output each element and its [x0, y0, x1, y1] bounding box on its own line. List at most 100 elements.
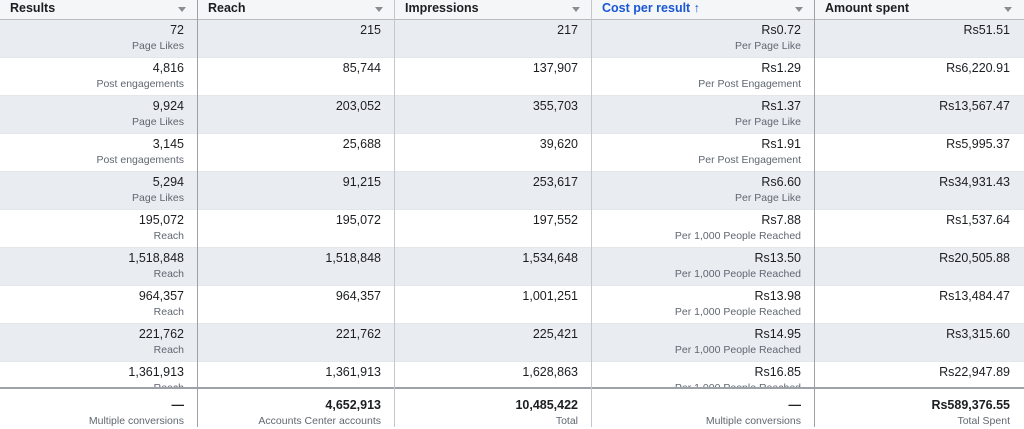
table-row-cell: Rs13.50 Per 1,000 People Reached — [592, 248, 815, 286]
header-impressions[interactable]: Impressions — [395, 0, 592, 20]
cost-subtitle: Per 1,000 People Reached — [674, 230, 801, 242]
cost-value: Rs1.91 — [761, 137, 801, 151]
header-results[interactable]: Results — [0, 0, 198, 20]
results-value: 1,518,848 — [128, 251, 184, 265]
results-subtitle: Post engagements — [96, 154, 184, 166]
results-subtitle: Reach — [153, 230, 184, 242]
table-row-cell: 1,001,251 — [395, 286, 592, 324]
table-row-cell: 4,816 Post engagements — [0, 58, 198, 96]
table-row-cell: 72 Page Likes — [0, 20, 198, 58]
cost-subtitle: Per Page Like — [735, 40, 801, 52]
impressions-value: 39,620 — [539, 137, 578, 151]
column-impressions: Impressions 217 137,907 355,703 39,620 253,61… — [395, 0, 592, 429]
cost-subtitle: Per 1,000 People Reached — [674, 268, 801, 280]
column-divider[interactable] — [197, 0, 198, 427]
reach-value: 203,052 — [335, 99, 381, 113]
cost-subtitle: Per Page Like — [735, 116, 801, 128]
chevron-down-icon[interactable] — [795, 7, 803, 12]
amount-value: Rs6,220.91 — [946, 61, 1010, 75]
total-value-reach: 4,652,913 — [325, 398, 381, 412]
cost-value: Rs6.60 — [761, 175, 801, 189]
table-row-cell: 197,552 — [395, 210, 592, 248]
header-cost[interactable]: Cost per result ↑ — [592, 0, 815, 20]
reach-value: 221,762 — [335, 327, 381, 341]
total-value-amount: Rs589,376.55 — [931, 398, 1010, 412]
column-amount: Amount spent Rs51.51 Rs6,220.91 Rs13,567.47… — [815, 0, 1024, 429]
reach-value: 85,744 — [342, 61, 381, 75]
amount-value: Rs1,537.64 — [946, 213, 1010, 227]
table-row-cell: Rs14.95 Per 1,000 People Reached — [592, 324, 815, 362]
column-reach: Reach 215 85,744 203,052 25,688 91,215 195,072… — [198, 0, 395, 429]
table-row-cell: Rs51.51 — [815, 20, 1024, 58]
table-row-cell: 215 — [198, 20, 395, 58]
cost-value: Rs13.98 — [754, 289, 801, 303]
totals-cost: — Multiple conversions — [592, 387, 815, 429]
impressions-value: 137,907 — [532, 61, 578, 75]
table-row-cell: Rs1.91 Per Post Engagement — [592, 134, 815, 172]
chevron-down-icon[interactable] — [1004, 7, 1012, 12]
table-row-cell: 85,744 — [198, 58, 395, 96]
impressions-value: 225,421 — [532, 327, 578, 341]
cost-value: Rs1.37 — [761, 99, 801, 113]
table-row-cell: Rs20,505.88 — [815, 248, 1024, 286]
results-subtitle: Page Likes — [132, 116, 184, 128]
amount-value: Rs13,567.47 — [939, 99, 1010, 113]
header-label-reach: Reach — [208, 1, 246, 15]
table-row-cell: 964,357 Reach — [0, 286, 198, 324]
table-row-cell: 91,215 — [198, 172, 395, 210]
amount-value: Rs5,995.37 — [946, 137, 1010, 151]
table-row-cell: Rs1.37 Per Page Like — [592, 96, 815, 134]
table-row-cell: Rs13.98 Per 1,000 People Reached — [592, 286, 815, 324]
results-subtitle: Reach — [153, 268, 184, 280]
impressions-value: 253,617 — [532, 175, 578, 189]
table-row-cell: Rs3,315.60 — [815, 324, 1024, 362]
impressions-value: 217 — [557, 23, 578, 37]
chevron-down-icon[interactable] — [375, 7, 383, 12]
column-divider[interactable] — [814, 0, 815, 427]
results-subtitle: Reach — [153, 306, 184, 318]
results-value: 5,294 — [152, 175, 184, 189]
results-value: 195,072 — [138, 213, 184, 227]
totals-impressions: 10,485,422 Total — [395, 387, 592, 429]
table-row-cell: 195,072 — [198, 210, 395, 248]
table-row-cell: Rs5,995.37 — [815, 134, 1024, 172]
impressions-value: 1,534,648 — [522, 251, 578, 265]
table-row-cell: Rs1,537.64 — [815, 210, 1024, 248]
table-row-cell: 195,072 Reach — [0, 210, 198, 248]
results-subtitle: Page Likes — [132, 192, 184, 204]
impressions-value: 355,703 — [532, 99, 578, 113]
amount-value: Rs3,315.60 — [946, 327, 1010, 341]
cost-value: Rs7.88 — [761, 213, 801, 227]
amount-value: Rs20,505.88 — [939, 251, 1010, 265]
table-row-cell: 1,518,848 Reach — [0, 248, 198, 286]
column-divider[interactable] — [394, 0, 395, 427]
header-label-impressions: Impressions — [405, 1, 479, 15]
reach-value: 195,072 — [335, 213, 381, 227]
totals-amount: Rs589,376.55 Total Spent — [815, 387, 1024, 429]
results-value: 1,361,913 — [128, 365, 184, 379]
results-value: 9,924 — [152, 99, 184, 113]
total-value-results: — — [171, 398, 185, 412]
table-row-cell: 203,052 — [198, 96, 395, 134]
table-row-cell: 225,421 — [395, 324, 592, 362]
reach-value: 25,688 — [342, 137, 381, 151]
results-value: 4,816 — [152, 61, 184, 75]
total-value-cost: — — [788, 398, 802, 412]
impressions-value: 1,001,251 — [522, 289, 578, 303]
column-divider[interactable] — [591, 0, 592, 427]
table-row-cell: 217 — [395, 20, 592, 58]
chevron-down-icon[interactable] — [178, 7, 186, 12]
header-reach[interactable]: Reach — [198, 0, 395, 20]
total-label-amount: Total Spent — [957, 415, 1010, 427]
total-label-impressions: Total — [555, 415, 578, 427]
amount-value: Rs34,931.43 — [939, 175, 1010, 189]
amount-value: Rs22,947.89 — [939, 365, 1010, 379]
results-subtitle: Post engagements — [96, 78, 184, 90]
chevron-down-icon[interactable] — [572, 7, 580, 12]
results-value: 3,145 — [152, 137, 184, 151]
header-amount[interactable]: Amount spent — [815, 0, 1024, 20]
results-subtitle: Reach — [153, 344, 184, 356]
table-row-cell: Rs13,567.47 — [815, 96, 1024, 134]
table-row-cell: 221,762 Reach — [0, 324, 198, 362]
